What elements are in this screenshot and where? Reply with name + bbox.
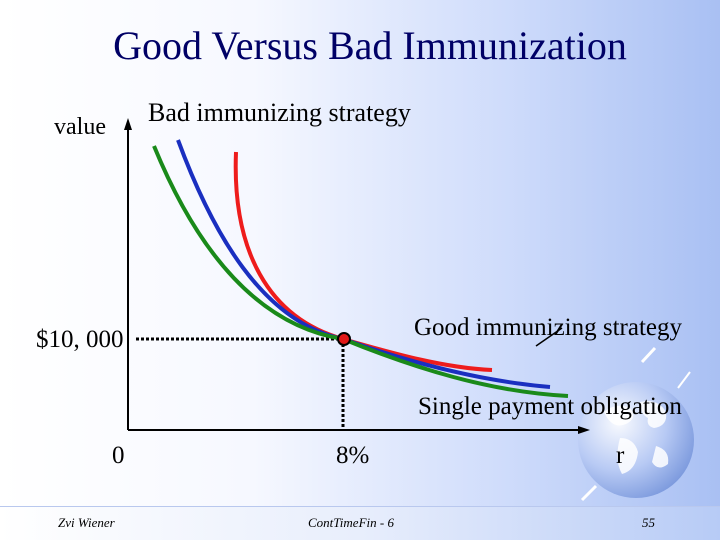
good-strategy-label: Good immunizing strategy (414, 314, 683, 341)
good-label-pointer (535, 327, 563, 347)
footer-course: ContTimeFin - 6 (308, 515, 394, 530)
slide-title: Good Versus Bad Immunization (113, 23, 627, 68)
origin-label: 0 (112, 442, 125, 469)
value-label: $10, 000 (36, 326, 124, 353)
x-axis-label: r (616, 442, 625, 469)
x-axis (128, 426, 590, 434)
globe-icon (578, 346, 694, 502)
y-axis (124, 118, 132, 430)
bad-strategy-label: Bad immunizing strategy (148, 98, 411, 127)
footer-author: Zvi Wiener (58, 515, 115, 530)
immunization-point (337, 332, 351, 346)
y-axis-label: value (54, 114, 106, 140)
footer-bar (0, 506, 720, 540)
footer-page-number: 55 (642, 515, 655, 530)
good-strategy-curve (152, 145, 569, 398)
single-payment-label: Single payment obligation (418, 393, 682, 420)
single-payment-curve (176, 139, 551, 389)
rate-label: 8% (336, 442, 370, 469)
